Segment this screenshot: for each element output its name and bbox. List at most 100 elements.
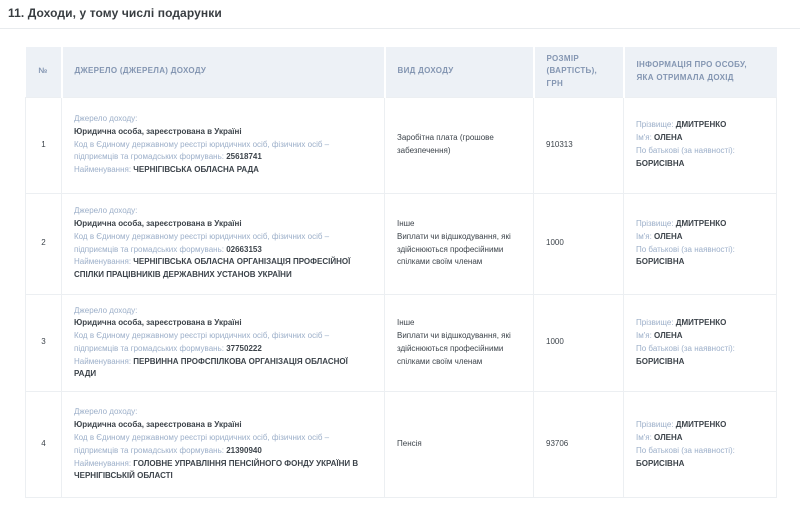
income-type-line: Виплати чи відшкодування, які здійснюють… <box>397 331 511 366</box>
source-type: Юридична особа, зареєстрована в Україні <box>74 420 242 430</box>
lastname-value: ДМИТРЕНКО <box>675 218 727 228</box>
source-label: Джерело доходу: <box>74 206 138 216</box>
firstname-label: Ім'я: <box>636 331 652 341</box>
row-number: 4 <box>25 391 62 499</box>
income-table-wrap: № ДЖЕРЕЛО (ДЖЕРЕЛА) ДОХОДУ ВИД ДОХОДУ РО… <box>25 47 800 499</box>
income-table: № ДЖЕРЕЛО (ДЖЕРЕЛА) ДОХОДУ ВИД ДОХОДУ РО… <box>25 47 777 499</box>
income-source-cell: Джерело доходу: Юридична особа, зареєстр… <box>61 192 385 295</box>
person-firstname-line: Ім'я: ОЛЕНА <box>636 132 764 145</box>
patronymic-label: По батькові (за наявності): <box>636 146 735 155</box>
patronymic-value: БОРИСІВНА <box>636 158 685 168</box>
firstname-value: ОЛЕНА <box>654 331 683 341</box>
source-type: Юридична особа, зареєстрована в Україні <box>74 126 242 136</box>
source-type: Юридична особа, зареєстрована в Україні <box>74 318 242 328</box>
code-label: Код в Єдиному державному реєстрі юридичн… <box>74 139 330 162</box>
income-type-cell: Заробітна плата (грошове забезпечення) <box>384 96 534 194</box>
person-patronymic-line: По батькові (за наявності): БОРИСІВНА <box>636 343 764 369</box>
firstname-value: ОЛЕНА <box>654 231 683 241</box>
source-name-line: Найменування: ЧЕРНІГІВСЬКА ОБЛАСНА ОРГАН… <box>74 256 372 282</box>
row-number: 1 <box>25 96 62 194</box>
income-type-line: Пенсія <box>397 439 422 449</box>
patronymic-value: БОРИСІВНА <box>636 257 685 267</box>
patronymic-label: По батькові (за наявності): <box>636 343 735 353</box>
person-cell: Прізвище: ДМИТРЕНКО Ім'я: ОЛЕНА По батьк… <box>623 391 777 499</box>
lastname-label: Прізвище: <box>636 420 674 430</box>
name-label: Найменування: <box>74 458 132 468</box>
lastname-value: ДМИТРЕНКО <box>675 420 727 430</box>
income-type-line: Заробітна плата (грошове забезпечення) <box>397 133 494 155</box>
income-type-cell: Інше Виплати чи відшкодування, які здійс… <box>384 293 534 393</box>
name-label: Найменування: <box>74 257 132 267</box>
person-firstname-line: Ім'я: ОЛЕНА <box>636 432 764 445</box>
source-label: Джерело доходу: <box>74 114 138 123</box>
patronymic-value: БОРИСІВНА <box>636 458 685 468</box>
amount-cell: 1000 <box>533 293 624 393</box>
source-code-line: Код в Єдиному державному реєстрі юридичн… <box>74 330 372 356</box>
code-value: 25618741 <box>226 152 262 162</box>
firstname-label: Ім'я: <box>636 231 652 241</box>
firstname-label: Ім'я: <box>636 133 652 143</box>
source-name-line: Найменування: ГОЛОВНЕ УПРАВЛІННЯ ПЕНСІЙН… <box>74 458 372 484</box>
person-lastname-line: Прізвище: ДМИТРЕНКО <box>636 419 764 432</box>
source-code-line: Код в Єдиному державному реєстрі юридичн… <box>74 139 372 165</box>
code-value: 21390940 <box>226 445 262 455</box>
col-header-person: ІНФОРМАЦІЯ ПРО ОСОБУ, ЯКА ОТРИМАЛА ДОХІД <box>622 47 777 97</box>
person-lastname-line: Прізвище: ДМИТРЕНКО <box>636 119 764 132</box>
income-type-line: Виплати чи відшкодування, які здійснюють… <box>397 231 511 267</box>
code-label: Код в Єдиному державному реєстрі юридичн… <box>74 231 330 254</box>
person-cell: Прізвище: ДМИТРЕНКО Ім'я: ОЛЕНА По батьк… <box>623 96 777 194</box>
title-divider <box>0 28 800 29</box>
income-type-line: Інше <box>397 318 415 328</box>
page-title: 11. Доходи, у тому числі подарунки <box>8 6 222 20</box>
name-value: ПЕРВИННА ПРОФСПІЛКОВА ОРГАНІЗАЦІЯ ОБЛАСН… <box>74 356 348 379</box>
patronymic-label: По батькові (за наявності): <box>636 445 735 455</box>
col-header-amount: РОЗМІР (ВАРТІСТЬ), ГРН <box>532 47 624 97</box>
firstname-value: ОЛЕНА <box>654 133 683 143</box>
source-code-line: Код в Єдиному державному реєстрі юридичн… <box>74 231 372 257</box>
patronymic-value: БОРИСІВНА <box>636 356 685 366</box>
person-patronymic-line: По батькові (за наявності): БОРИСІВНА <box>636 145 764 171</box>
code-value: 02663153 <box>226 244 262 254</box>
name-value: ЧЕРНІГІВСЬКА ОБЛАСНА РАДА <box>133 165 259 175</box>
income-type-line: Інше <box>397 218 415 228</box>
source-name-line: Найменування: ПЕРВИННА ПРОФСПІЛКОВА ОРГА… <box>74 356 372 382</box>
lastname-label: Прізвище: <box>636 218 674 228</box>
col-header-num: № <box>25 47 62 97</box>
col-header-income-type: ВИД ДОХОДУ <box>383 47 534 97</box>
code-value: 37750222 <box>226 343 262 353</box>
source-name-line: Найменування: ЧЕРНІГІВСЬКА ОБЛАСНА РАДА <box>74 164 372 177</box>
amount-cell: 910313 <box>533 96 624 194</box>
source-label: Джерело доходу: <box>74 305 138 315</box>
lastname-label: Прізвище: <box>636 318 674 328</box>
person-cell: Прізвище: ДМИТРЕНКО Ім'я: ОЛЕНА По батьк… <box>623 192 777 295</box>
code-label: Код в Єдиному державному реєстрі юридичн… <box>74 432 330 455</box>
amount-cell: 93706 <box>533 391 624 499</box>
name-value: ГОЛОВНЕ УПРАВЛІННЯ ПЕНСІЙНОГО ФОНДУ УКРА… <box>74 458 359 481</box>
income-source-cell: Джерело доходу: Юридична особа, зареєстр… <box>61 391 385 499</box>
table-row: 1 Джерело доходу: Юридична особа, зареєс… <box>25 96 777 194</box>
firstname-label: Ім'я: <box>636 432 652 442</box>
lastname-value: ДМИТРЕНКО <box>675 318 727 328</box>
person-patronymic-line: По батькові (за наявності): БОРИСІВНА <box>636 445 764 471</box>
name-value: ЧЕРНІГІВСЬКА ОБЛАСНА ОРГАНІЗАЦІЯ ПРОФЕСІ… <box>74 257 351 280</box>
person-cell: Прізвище: ДМИТРЕНКО Ім'я: ОЛЕНА По батьк… <box>623 293 777 393</box>
table-row: 3 Джерело доходу: Юридична особа, зареєс… <box>25 293 777 393</box>
person-lastname-line: Прізвище: ДМИТРЕНКО <box>636 317 764 330</box>
table-header-row: № ДЖЕРЕЛО (ДЖЕРЕЛА) ДОХОДУ ВИД ДОХОДУ РО… <box>25 47 777 97</box>
row-number: 3 <box>25 293 62 393</box>
person-firstname-line: Ім'я: ОЛЕНА <box>636 231 764 244</box>
lastname-label: Прізвище: <box>636 120 674 130</box>
patronymic-label: По батькові (за наявності): <box>636 244 735 254</box>
lastname-value: ДМИТРЕНКО <box>675 120 727 130</box>
table-row: 2 Джерело доходу: Юридична особа, зареєс… <box>25 192 777 295</box>
name-label: Найменування: <box>74 165 132 175</box>
source-type: Юридична особа, зареєстрована в Україні <box>74 218 242 228</box>
row-number: 2 <box>25 192 62 295</box>
person-firstname-line: Ім'я: ОЛЕНА <box>636 330 764 343</box>
income-source-cell: Джерело доходу: Юридична особа, зареєстр… <box>61 96 385 194</box>
table-row: 4 Джерело доходу: Юридична особа, зареєс… <box>25 391 777 499</box>
person-lastname-line: Прізвище: ДМИТРЕНКО <box>636 218 764 231</box>
source-code-line: Код в Єдиному державному реєстрі юридичн… <box>74 432 372 458</box>
name-label: Найменування: <box>74 356 132 366</box>
